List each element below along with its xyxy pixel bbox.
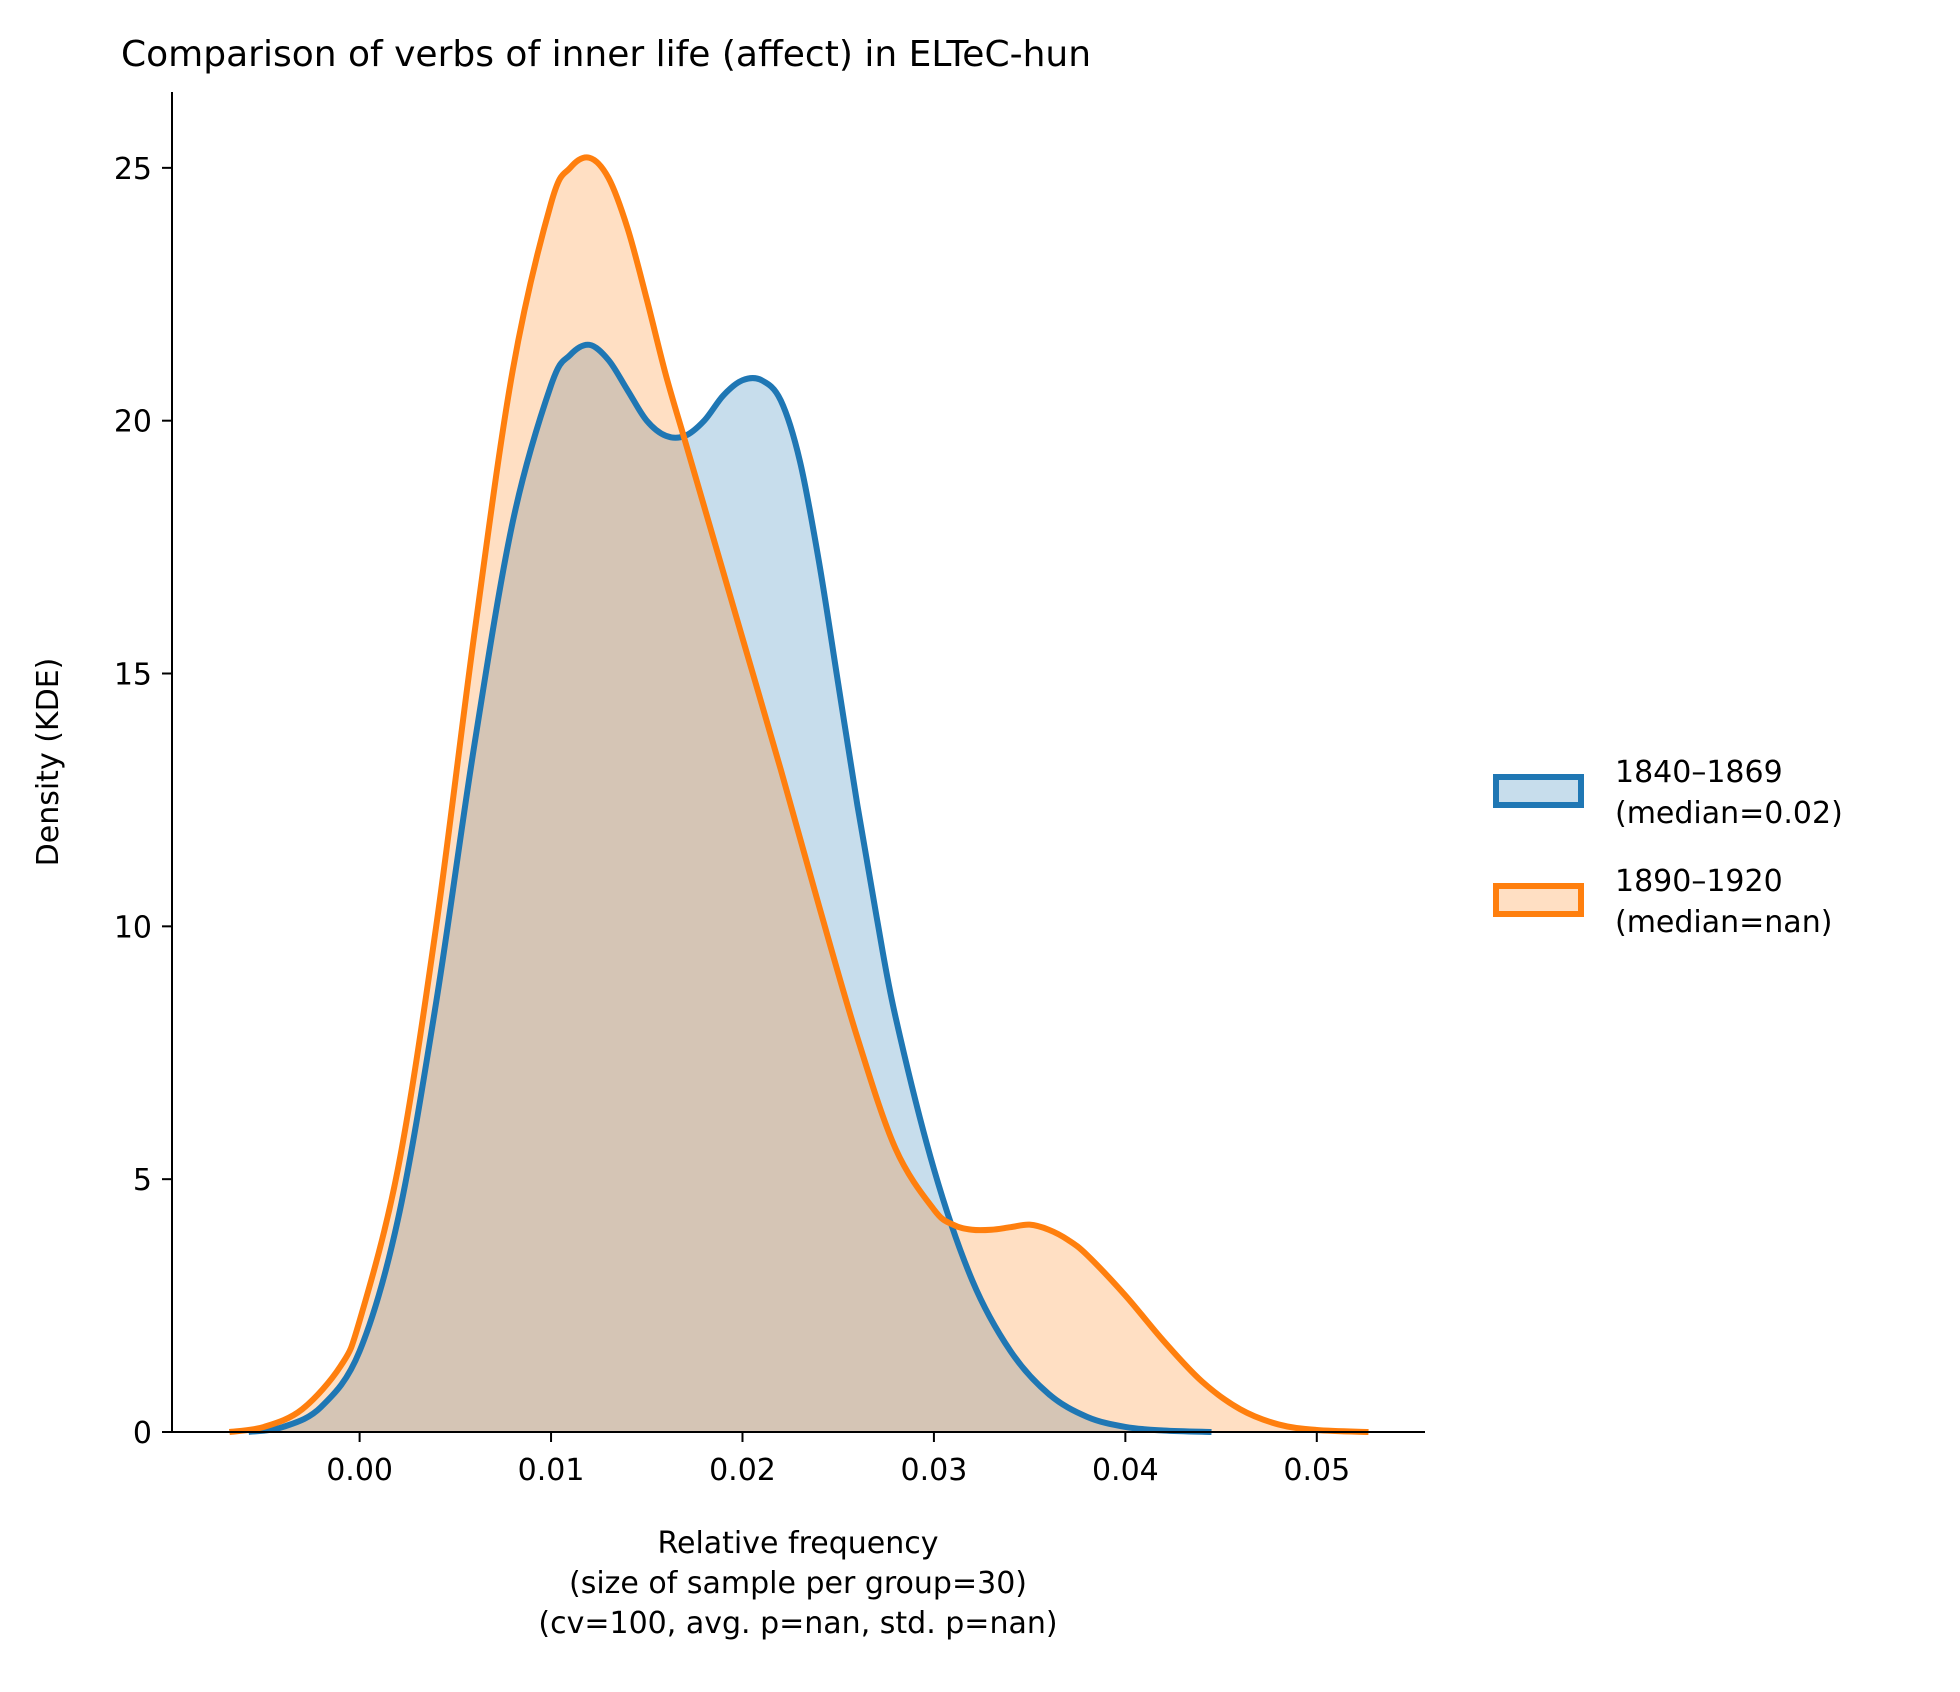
y-tick-label: 20 (114, 405, 152, 440)
y-tick-label: 5 (133, 1163, 152, 1198)
x-tick-label: 0.04 (1092, 1453, 1159, 1488)
legend-label: (median=nan) (1615, 905, 1832, 940)
y-tick-label: 15 (114, 658, 152, 693)
x-ticks: 0.00 0.01 0.02 0.03 0.04 0.05 (326, 1432, 1350, 1488)
series-fill-1 (229, 157, 1369, 1433)
y-axis-label: Density (KDE) (31, 658, 66, 867)
series-lines (228, 154, 1369, 1435)
y-ticks: 0 5 10 15 20 25 (114, 152, 172, 1451)
x-axis-label-line: (cv=100, avg. p=nan, std. p=nan) (538, 1606, 1057, 1641)
x-axis-label-line: (size of sample per group=30) (569, 1566, 1027, 1601)
x-tick-label: 0.05 (1283, 1453, 1350, 1488)
y-tick-label: 0 (133, 1416, 152, 1451)
legend-label: (median=0.02) (1615, 796, 1843, 831)
series-fills (229, 157, 1369, 1433)
y-tick-label: 10 (114, 910, 152, 945)
series-line-1 (228, 154, 1369, 1435)
series-line-0 (248, 341, 1212, 1435)
legend: 1840–1869 (median=0.02) 1890–1920 (median=n… (1493, 755, 1843, 940)
legend-swatch (1493, 774, 1584, 808)
chart-title: Comparison of verbs of inner life (affec… (121, 34, 1091, 75)
x-tick-label: 0.01 (518, 1453, 585, 1488)
x-tick-label: 0.03 (901, 1453, 968, 1488)
legend-label: 1840–1869 (1615, 755, 1783, 790)
x-tick-label: 0.02 (709, 1453, 776, 1488)
x-axis-label: Relative frequency (size of sample per gr… (538, 1526, 1057, 1641)
legend-swatch (1493, 883, 1584, 917)
x-axis-label-line: Relative frequency (658, 1526, 939, 1561)
x-tick-label: 0.00 (326, 1453, 393, 1488)
series-fill-0 (248, 344, 1212, 1433)
legend-label: 1890–1920 (1615, 864, 1783, 899)
y-tick-label: 25 (114, 152, 152, 187)
